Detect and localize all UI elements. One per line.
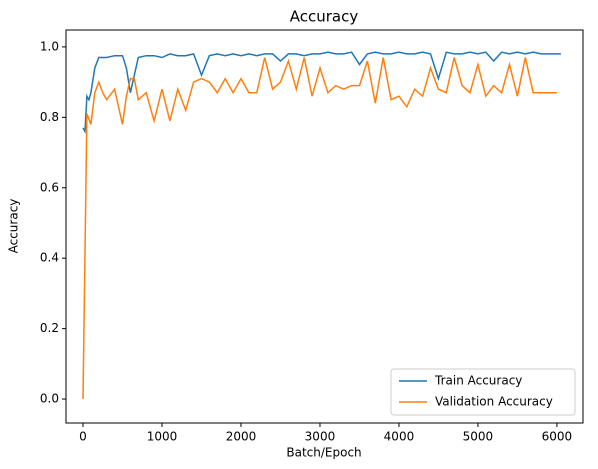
y-tick-label: 0.4: [40, 251, 59, 265]
y-tick-label: 0.0: [40, 392, 59, 406]
legend-label: Train Accuracy: [434, 374, 522, 388]
x-tick-label: 0: [79, 430, 87, 444]
x-tick-label: 3000: [305, 430, 336, 444]
x-tick-label: 2000: [226, 430, 257, 444]
x-tick-label: 4000: [384, 430, 415, 444]
x-tick-label: 6000: [542, 430, 573, 444]
y-tick-label: 0.8: [40, 110, 59, 124]
line-series: [82, 51, 561, 134]
legend-label: Validation Accuracy: [435, 395, 553, 409]
x-axis-label: Batch/Epoch: [286, 446, 361, 460]
x-tick-label: 5000: [463, 430, 494, 444]
line-series: [82, 57, 557, 400]
chart-title: Accuracy: [290, 8, 359, 26]
y-tick-label: 1.0: [40, 39, 59, 53]
y-tick-label: 0.6: [40, 180, 59, 194]
plot-frame: [65, 29, 584, 424]
legend-box: [390, 368, 576, 416]
y-axis-label: Accuracy: [7, 199, 21, 254]
y-tick-label: 0.2: [40, 321, 59, 335]
x-tick-label: 1000: [147, 430, 178, 444]
